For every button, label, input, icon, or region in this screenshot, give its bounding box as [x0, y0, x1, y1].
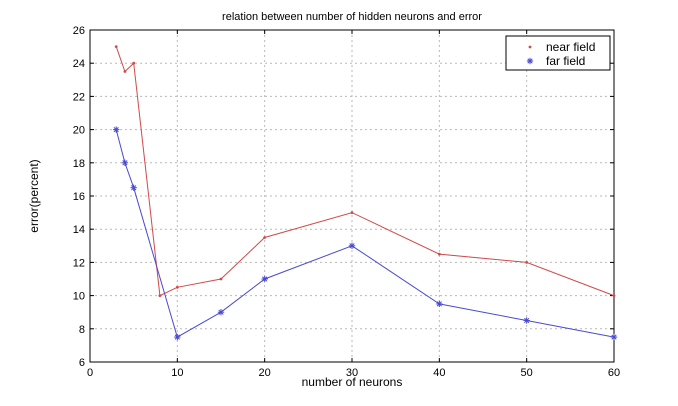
y-tick-label: 8	[79, 324, 85, 336]
data-point-near-field	[114, 45, 118, 48]
x-tick-label: 40	[433, 367, 445, 379]
data-point-near-field	[219, 277, 223, 281]
y-tick-label: 10	[73, 291, 85, 303]
y-tick-label: 18	[73, 158, 85, 170]
legend-marker-near-field	[528, 45, 532, 49]
y-axis-label: error(percent)	[27, 159, 41, 232]
data-point-near-field	[123, 70, 127, 73]
data-point-near-field	[525, 261, 529, 264]
y-tick-label: 24	[73, 58, 85, 70]
data-point-far-field	[174, 333, 181, 341]
y-tick-label: 26	[73, 25, 85, 37]
data-point-far-field	[348, 242, 356, 249]
legend-entry-far-field: far field	[546, 54, 585, 68]
chart-title: relation between number of hidden neuron…	[222, 11, 482, 23]
data-point-far-field	[217, 309, 225, 316]
data-point-far-field	[523, 317, 530, 324]
data-point-far-field	[113, 126, 120, 133]
y-tick-label: 20	[73, 125, 85, 137]
legend-entry-near-field: near field	[546, 40, 595, 54]
y-tick-label: 16	[73, 191, 85, 203]
series-line-far-field	[115, 129, 615, 338]
series-layer	[113, 45, 618, 341]
data-point-far-field	[130, 184, 137, 191]
x-tick-label: 0	[87, 367, 93, 379]
data-point-near-field	[437, 252, 441, 256]
x-axis-label: number of neurons	[302, 375, 403, 389]
x-tick-label: 10	[171, 367, 183, 379]
data-point-near-field	[612, 294, 616, 297]
data-point-far-field	[436, 300, 443, 308]
x-tick-label: 60	[608, 367, 620, 379]
data-point-near-field	[350, 211, 354, 215]
legend-marker-far-field	[526, 57, 534, 65]
data-point-near-field	[158, 294, 162, 297]
data-point-far-field	[261, 275, 268, 283]
y-tick-label: 14	[73, 224, 85, 236]
grid	[90, 30, 614, 362]
data-point-near-field	[175, 285, 179, 289]
x-tick-label: 30	[346, 367, 358, 379]
data-point-near-field	[132, 61, 136, 65]
legend-box	[505, 35, 611, 71]
x-tick-label: 50	[521, 367, 533, 379]
data-point-near-field	[263, 236, 267, 239]
axis-ticks: 0 10 20 30 40 50 60 6 8 10 12 14 16 18 20 22 24 26	[73, 25, 620, 379]
x-tick-label: 20	[259, 367, 271, 379]
series-line-near-field	[115, 46, 615, 297]
y-tick-label: 22	[73, 91, 85, 103]
data-point-far-field	[121, 159, 129, 166]
data-point-far-field	[610, 333, 618, 341]
y-tick-label: 12	[73, 257, 85, 269]
y-tick-label: 6	[79, 357, 85, 369]
